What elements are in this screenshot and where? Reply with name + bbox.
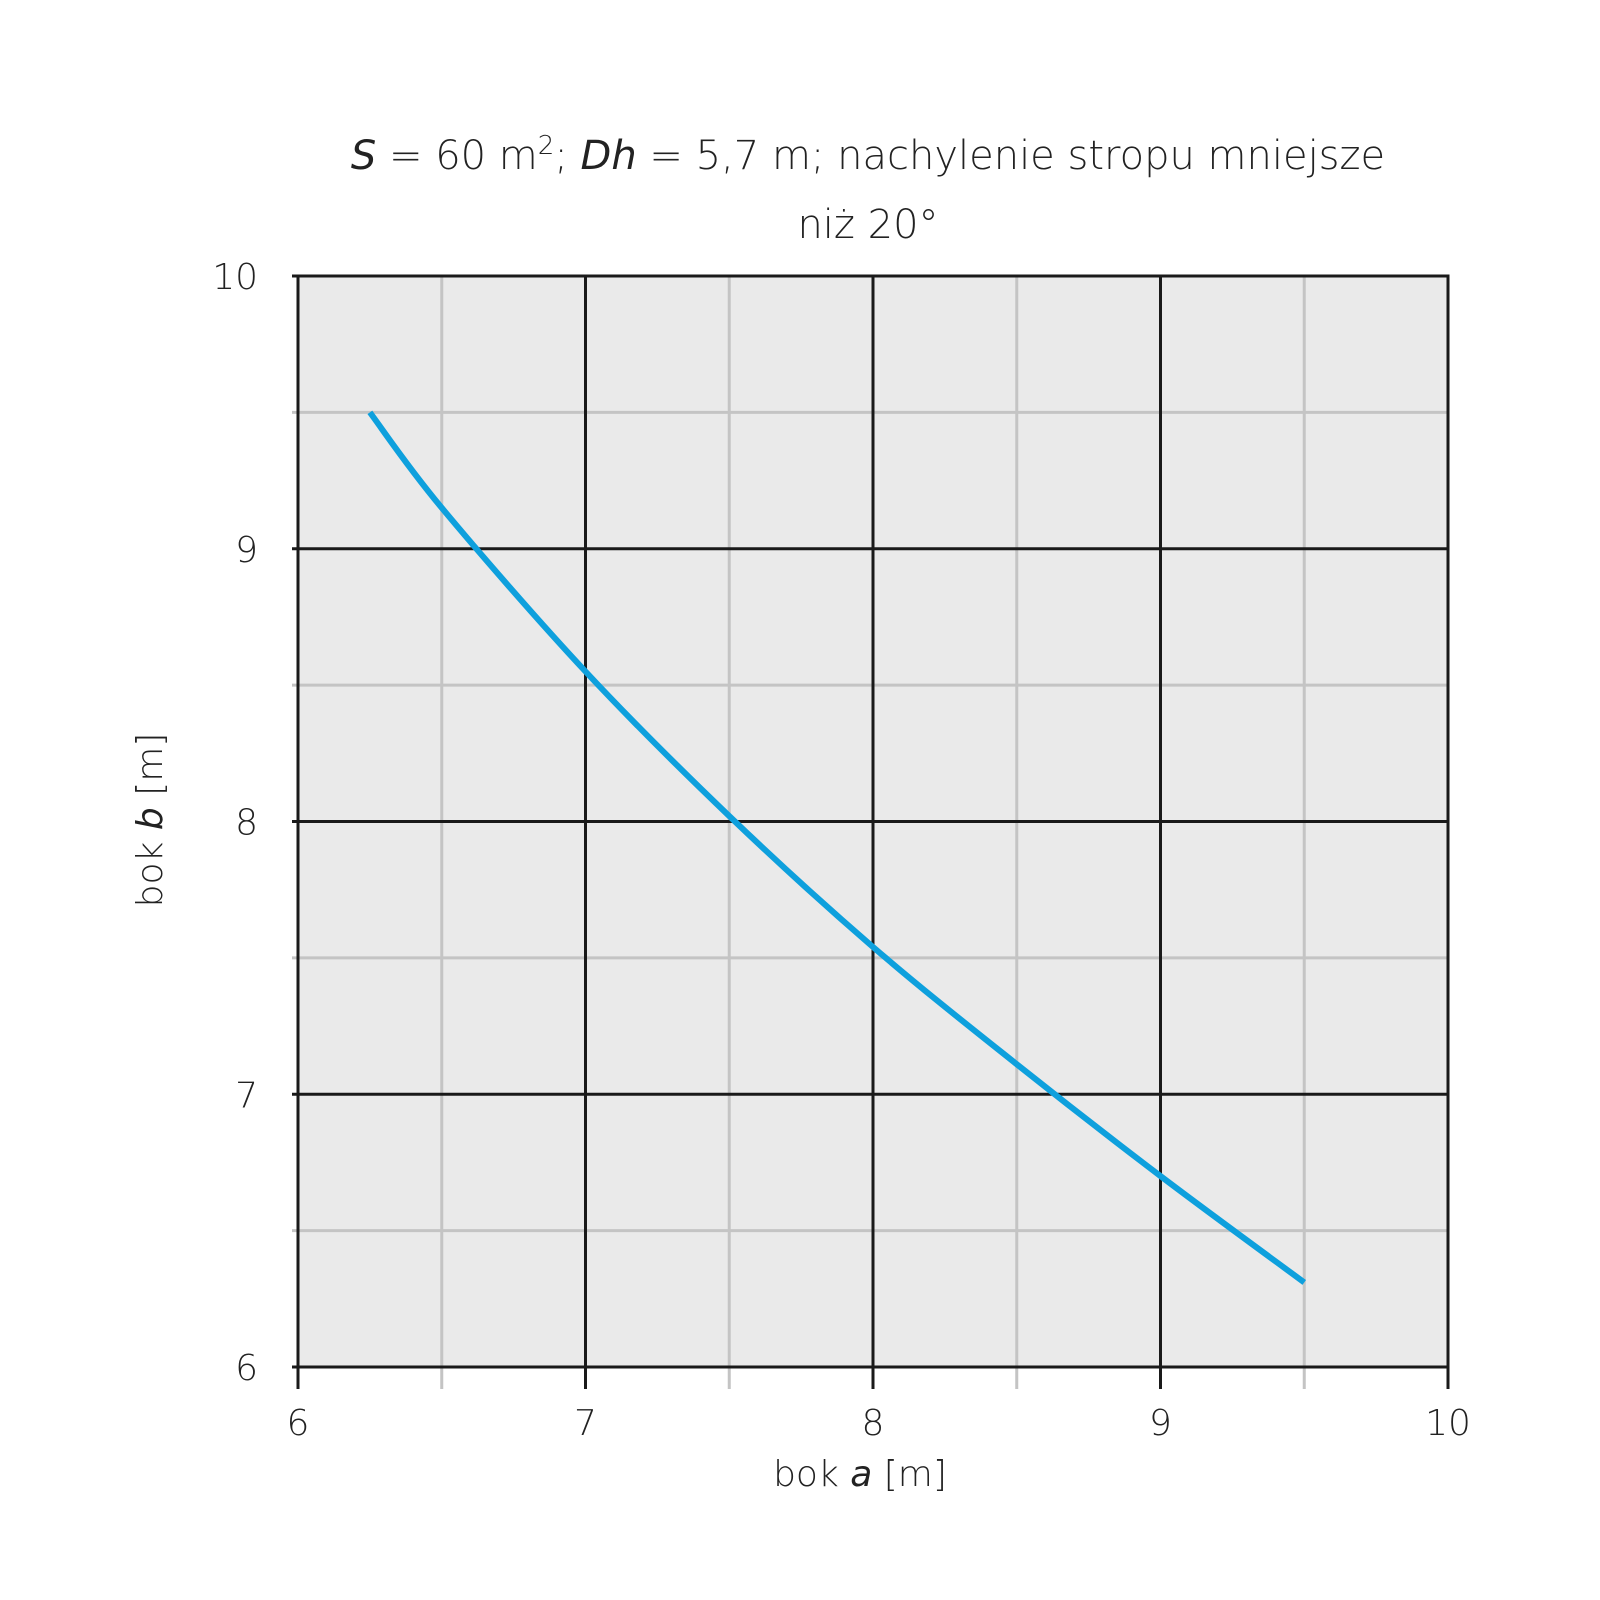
- chart-title-line2: niż 20°: [797, 202, 938, 248]
- title-dh-rest: = 5,7 m; nachylenie stropu mniejsze: [637, 133, 1385, 179]
- title-superscript: 2: [538, 131, 555, 161]
- y-tick-label: 10: [212, 257, 258, 298]
- x-axis-label-var: a: [850, 1454, 872, 1495]
- x-tick-label: 8: [862, 1403, 885, 1444]
- x-axis-label-suffix: [m]: [872, 1454, 947, 1495]
- x-tick-label: 6: [287, 1403, 310, 1444]
- x-tick-label: 10: [1425, 1403, 1471, 1444]
- y-tick-label: 7: [235, 1075, 258, 1116]
- title-dh-var: Dh: [581, 133, 637, 179]
- y-tick-label: 6: [235, 1348, 258, 1389]
- y-axis-label-var: b: [130, 807, 171, 830]
- x-tick-label: 7: [574, 1403, 597, 1444]
- y-axis-label-prefix: bok: [130, 830, 171, 907]
- plot-area: [292, 274, 1450, 1389]
- series-line: [367, 410, 1307, 1285]
- y-axis-label-suffix: [m]: [130, 733, 171, 808]
- x-axis-label-prefix: bok: [773, 1454, 850, 1495]
- x-tick-label: 9: [1149, 1403, 1172, 1444]
- y-axis-label: bok b [m]: [130, 733, 171, 908]
- title-separator: ;: [554, 133, 580, 179]
- title-s-var: S: [351, 133, 376, 179]
- x-axis-label: bok a [m]: [773, 1454, 947, 1495]
- title-s-rest: = 60 m: [376, 133, 538, 179]
- plot-frame: [296, 274, 1450, 1369]
- y-tick-label: 9: [235, 530, 258, 571]
- chart-title-line1: S = 60 m2; Dh = 5,7 m; nachylenie stropu…: [351, 131, 1385, 179]
- chart-labels: S = 60 m2; Dh = 5,7 m; nachylenie stropu…: [130, 131, 1471, 1495]
- y-tick-label: 8: [235, 803, 258, 844]
